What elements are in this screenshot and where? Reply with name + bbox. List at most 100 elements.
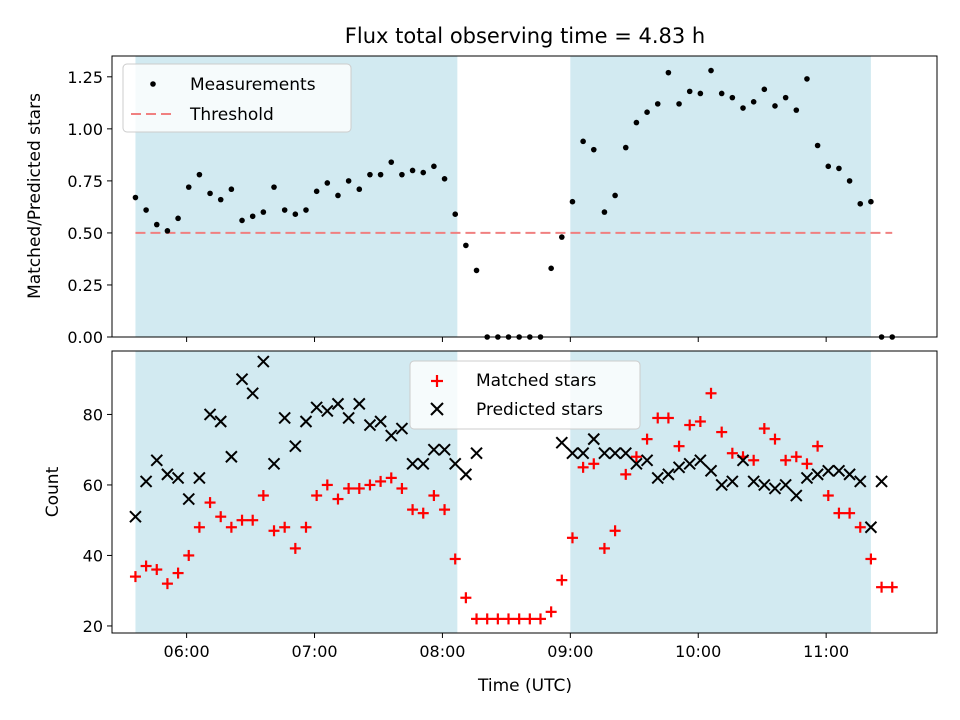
matched-star-point — [279, 521, 291, 533]
matched-star-point — [300, 521, 312, 533]
matched-star-point — [140, 560, 152, 572]
matched-star-point — [876, 581, 888, 593]
measurement-point — [132, 194, 139, 201]
matched-star-point — [492, 613, 504, 625]
matched-star-point — [385, 472, 397, 484]
predicted-star-point — [417, 457, 430, 471]
matched-star-point — [812, 440, 824, 452]
measurement-point — [431, 163, 437, 170]
measurement-point — [175, 215, 181, 222]
matched-star-point — [353, 482, 365, 494]
top-y-ticks: 0.00 0.25 0.50 0.75 1.00 1.25 — [67, 68, 112, 347]
measurement-point — [196, 171, 203, 178]
legend-label-predicted: Predicted stars — [476, 400, 603, 420]
top-y-tick-label: 0.25 — [67, 276, 103, 295]
measurement-point — [846, 178, 853, 184]
bottom-x-ticks: 06:00 07:00 08:00 09:00 10:00 11:00 — [164, 633, 849, 661]
measurement-point — [857, 200, 864, 207]
predicted-star-point — [630, 457, 643, 471]
predicted-star-point — [651, 471, 664, 485]
predicted-star-point — [299, 415, 313, 428]
measurement-point — [644, 109, 650, 115]
measurement-point — [463, 242, 469, 249]
matched-star-point — [545, 606, 557, 618]
legend-marker-measurements — [150, 81, 156, 87]
predicted-star-point — [822, 464, 835, 478]
matched-star-point — [780, 454, 792, 466]
predicted-star-point — [811, 468, 824, 481]
measurement-point — [612, 192, 618, 199]
matched-star-point — [439, 504, 451, 516]
bottom-legend: Matched stars Predicted stars — [409, 360, 641, 430]
predicted-star-point — [257, 355, 270, 368]
top-legend: Measurements Threshold — [122, 63, 352, 133]
measurement-point — [388, 159, 395, 165]
measurement-point — [761, 86, 768, 93]
matched-star-point — [289, 542, 301, 554]
predicted-star-point — [608, 447, 622, 460]
matched-star-point — [566, 532, 578, 544]
measurement-point — [622, 144, 629, 151]
predicted-star-point — [790, 489, 803, 502]
predicted-star-point — [598, 447, 611, 460]
predicted-star-point — [203, 408, 217, 421]
measurement-point — [548, 265, 554, 272]
matched-star-points — [129, 387, 898, 625]
matched-star-point — [662, 412, 674, 424]
predicted-star-point — [683, 457, 696, 471]
matched-star-point — [588, 458, 600, 470]
measurement-point — [324, 180, 331, 186]
matched-star-point — [503, 613, 515, 625]
matched-star-point — [844, 507, 856, 519]
top-ylabel: Matched/Predicted stars — [25, 93, 45, 299]
matched-star-point — [609, 525, 621, 537]
matched-star-point — [257, 490, 269, 502]
predicted-star-point — [225, 450, 238, 463]
top-x-ticks — [186, 337, 827, 342]
bottom-y-tick-label: 20 — [83, 617, 103, 636]
matched-star-point — [311, 490, 323, 502]
matched-star-point — [833, 507, 845, 519]
top-y-tick-label: 1.25 — [67, 68, 103, 87]
measurement-point — [313, 188, 320, 195]
predicted-star-point — [395, 422, 409, 435]
matched-star-point — [236, 514, 248, 526]
bottom-axes-frame — [111, 350, 938, 634]
measurement-point — [153, 221, 160, 228]
matched-star-point — [684, 419, 696, 431]
matched-star-point — [193, 521, 205, 533]
measurement-point — [654, 101, 661, 107]
matched-star-point — [886, 581, 898, 593]
predicted-star-point — [843, 468, 856, 481]
matched-star-point — [556, 574, 568, 586]
measurement-point — [292, 211, 299, 217]
predicted-star-point — [662, 468, 675, 481]
predicted-star-point — [470, 447, 483, 460]
predicted-star-point — [758, 478, 771, 492]
predicted-star-point — [694, 454, 707, 467]
matched-star-point — [183, 549, 195, 561]
predicted-star-point — [342, 411, 355, 425]
legend-label-threshold: Threshold — [189, 105, 274, 125]
top-panel: Flux total observing time = 4.83 h Match… — [25, 24, 938, 347]
matched-star-point — [332, 493, 344, 505]
matched-star-point — [161, 578, 173, 590]
predicted-star-point — [406, 457, 419, 471]
measurement-point — [718, 90, 725, 97]
top-title: Flux total observing time = 4.83 h — [345, 24, 705, 48]
matched-star-point — [247, 514, 259, 526]
matched-star-point — [449, 553, 461, 565]
predicted-star-point — [566, 447, 579, 460]
measurement-point — [686, 88, 693, 95]
measurement-point — [580, 138, 586, 145]
measurement-point — [271, 184, 277, 190]
measurement-point — [249, 213, 256, 220]
bottom-x-tick-label: 11:00 — [803, 642, 849, 661]
matched-star-point — [460, 592, 472, 604]
predicted-star-point — [289, 439, 302, 453]
measurement-point — [452, 211, 459, 217]
measurement-point — [377, 171, 384, 178]
measurement-point — [228, 186, 235, 193]
measurement-point — [665, 69, 672, 76]
